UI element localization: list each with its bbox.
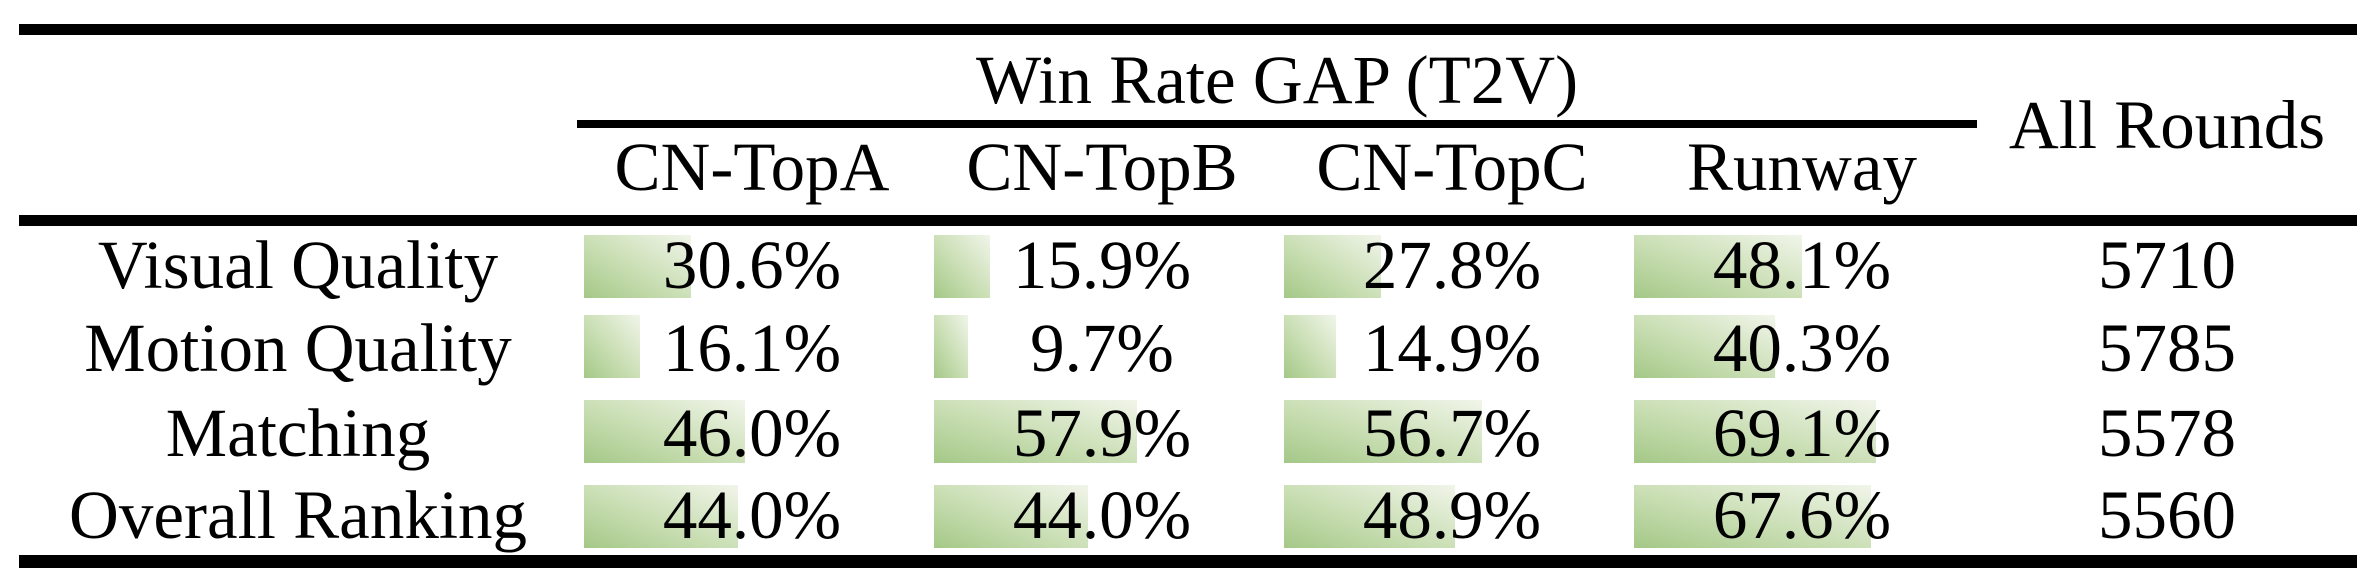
row-label: Matching [165,394,431,471]
win-rate-value: 14.9% [1362,309,1542,386]
value-cell: 9.7% [927,306,1277,391]
table-row-visual-quality: Visual Quality 30.6% 15.9% 27.8% 48.1% 5… [19,221,2357,306]
value-cell: 56.7% [1277,391,1627,476]
table-body: Visual Quality 30.6% 15.9% 27.8% 48.1% 5… [19,221,2357,562]
value-cell: 30.6% [577,221,927,306]
win-rate-value: 57.9% [1012,394,1192,471]
win-rate-value: 30.6% [662,227,842,304]
win-rate-bar [1634,235,1803,298]
column-header-runway: Runway [1627,124,1978,226]
value-cell: 16.1% [577,306,927,391]
value-cell: 15.9% [927,221,1277,306]
win-rate-bar [934,399,1137,463]
corner-cell [19,124,577,226]
win-rate-bar [1634,399,1876,463]
table-title: Win Rate GAP (T2V) [577,29,1978,128]
win-rate-bar [1634,314,1776,378]
win-rate-value: 27.8% [1362,227,1542,304]
win-rate-bar [934,314,968,378]
all-rounds-value: 5578 [2098,394,2237,471]
table-row-motion-quality: Motion Quality 16.1% 9.7% 14.9% 40.3% 57… [19,306,2357,391]
win-rate-value: 40.3% [1712,309,1892,386]
row-label: Overall Ranking [69,476,527,553]
table-header: Win Rate GAP (T2V) All Rounds CN-TopA CN… [19,29,2358,226]
all-rounds-value: 5785 [2098,309,2237,386]
corner-cell [19,30,577,125]
value-cell: 46.0% [577,391,927,476]
row-label: Visual Quality [97,227,499,304]
win-rate-bar [584,235,692,298]
win-rate-value: 67.6% [1712,476,1892,553]
win-rate-bar [934,235,990,298]
value-cell: 69.1% [1627,391,1977,476]
row-label: Motion Quality [84,309,512,386]
win-rate-table: Win Rate GAP (T2V) All Rounds CN-TopA CN… [19,24,2358,568]
win-rate-value: 16.1% [662,309,842,386]
column-header-cn-topb: CN-TopB [927,124,1277,226]
value-cell: 57.9% [927,391,1277,476]
all-rounds-header: All Rounds [1977,29,2358,226]
win-rate-bar [1634,484,1871,548]
win-rate-bar [584,399,745,463]
column-header-cn-topa: CN-TopA [577,124,927,226]
win-rate-value: 9.7% [1030,309,1174,386]
value-cell: 67.6% [1627,476,1977,562]
table-row-matching: Matching 46.0% 57.9% 56.7% 69.1% 5578 [19,391,2357,476]
win-rate-value: 56.7% [1362,394,1542,471]
win-rate-bar [584,314,641,378]
win-rate-value: 44.0% [662,476,842,553]
all-rounds-value: 5560 [2098,476,2237,553]
value-cell: 48.9% [1277,476,1627,562]
win-rate-bar [1284,484,1456,548]
table-row-overall-ranking: Overall Ranking 44.0% 44.0% 48.9% 67.6% … [19,476,2357,562]
win-rate-value: 15.9% [1012,227,1192,304]
header-subcolumns-row: CN-TopA CN-TopB CN-TopC Runway [19,124,2357,226]
win-rate-bar [584,484,738,548]
win-rate-value: 69.1% [1712,394,1892,471]
win-rate-value: 46.0% [662,394,842,471]
win-rate-bar [1284,314,1337,378]
value-cell: 44.0% [577,476,927,562]
value-cell: 14.9% [1277,306,1627,391]
all-rounds-value: 5710 [2098,227,2237,304]
win-rate-value: 44.0% [1012,476,1192,553]
value-cell: 48.1% [1627,221,1977,306]
win-rate-value: 48.1% [1712,227,1892,304]
value-cell: 44.0% [927,476,1277,562]
win-rate-bar [934,484,1088,548]
value-cell: 27.8% [1277,221,1627,306]
column-header-cn-topc: CN-TopC [1277,124,1627,226]
win-rate-bar [1284,235,1382,298]
header-spanner-row: Win Rate GAP (T2V) All Rounds [19,29,2358,226]
win-rate-bar [1284,399,1483,463]
value-cell: 40.3% [1627,306,1977,391]
win-rate-value: 48.9% [1362,476,1542,553]
